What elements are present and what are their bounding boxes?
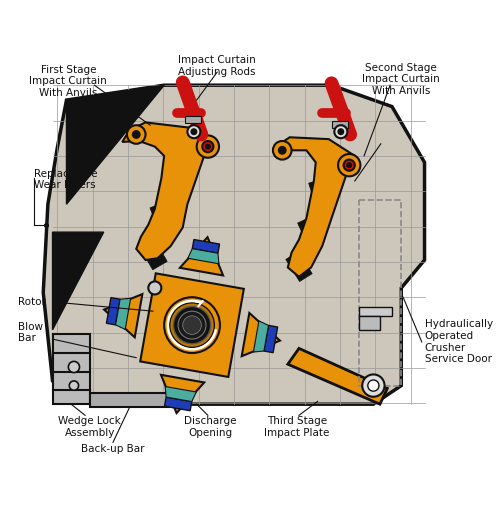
Text: First Stage
Impact Curtain
With Anvils: First Stage Impact Curtain With Anvils: [30, 65, 107, 98]
Circle shape: [68, 362, 80, 373]
Polygon shape: [139, 237, 167, 270]
Text: Back-up Bar: Back-up Bar: [81, 444, 144, 454]
Circle shape: [182, 316, 202, 334]
Circle shape: [170, 303, 214, 348]
Circle shape: [164, 297, 220, 353]
Polygon shape: [180, 237, 223, 276]
Polygon shape: [161, 375, 204, 413]
Polygon shape: [106, 297, 120, 325]
Circle shape: [344, 159, 355, 171]
Polygon shape: [52, 334, 90, 404]
Circle shape: [334, 125, 347, 138]
Polygon shape: [122, 122, 214, 260]
Polygon shape: [192, 240, 220, 253]
Circle shape: [338, 154, 360, 176]
Bar: [360, 306, 392, 316]
Polygon shape: [264, 326, 278, 353]
Polygon shape: [286, 252, 312, 281]
Circle shape: [148, 281, 162, 294]
Bar: [90, 393, 169, 407]
Circle shape: [174, 306, 210, 344]
Bar: [332, 120, 348, 128]
Bar: [360, 316, 380, 330]
Bar: [184, 116, 202, 123]
Circle shape: [196, 135, 219, 158]
Text: Discharge
Opening: Discharge Opening: [184, 416, 237, 438]
Text: Impact Curtain
Adjusting Rods: Impact Curtain Adjusting Rods: [178, 55, 256, 77]
Text: Second Stage
Impact Curtain
With Anvils: Second Stage Impact Curtain With Anvils: [362, 63, 440, 96]
Polygon shape: [165, 387, 196, 402]
Circle shape: [188, 125, 200, 138]
Text: Wedge Lock
Assembly: Wedge Lock Assembly: [58, 416, 121, 438]
Circle shape: [191, 129, 196, 134]
Circle shape: [362, 375, 384, 397]
Circle shape: [368, 380, 379, 391]
Polygon shape: [308, 178, 336, 213]
Circle shape: [132, 131, 140, 138]
Circle shape: [178, 311, 206, 339]
Polygon shape: [288, 349, 388, 404]
Polygon shape: [276, 137, 355, 277]
Polygon shape: [298, 216, 324, 249]
Polygon shape: [104, 294, 142, 337]
Text: Hydraulically
Operated
Crusher
Service Door: Hydraulically Operated Crusher Service D…: [424, 319, 492, 364]
Polygon shape: [52, 232, 104, 330]
Circle shape: [347, 163, 352, 167]
Circle shape: [127, 125, 146, 144]
Polygon shape: [242, 313, 280, 356]
Text: Blow
Bar: Blow Bar: [18, 322, 43, 343]
Polygon shape: [150, 201, 178, 235]
Polygon shape: [140, 274, 244, 377]
Polygon shape: [116, 298, 130, 329]
Polygon shape: [254, 321, 268, 352]
Polygon shape: [66, 85, 164, 204]
Polygon shape: [164, 397, 192, 411]
Circle shape: [202, 141, 213, 152]
Text: Rotor: Rotor: [18, 297, 46, 307]
Circle shape: [273, 141, 291, 159]
Polygon shape: [188, 249, 219, 264]
Circle shape: [70, 381, 78, 390]
Polygon shape: [162, 163, 190, 200]
Circle shape: [206, 144, 210, 149]
Circle shape: [338, 129, 344, 134]
Polygon shape: [43, 85, 424, 404]
Text: Third Stage
Impact Plate: Third Stage Impact Plate: [264, 416, 330, 438]
Circle shape: [278, 146, 286, 154]
Text: Replaceable
Wear Liners: Replaceable Wear Liners: [34, 169, 98, 191]
